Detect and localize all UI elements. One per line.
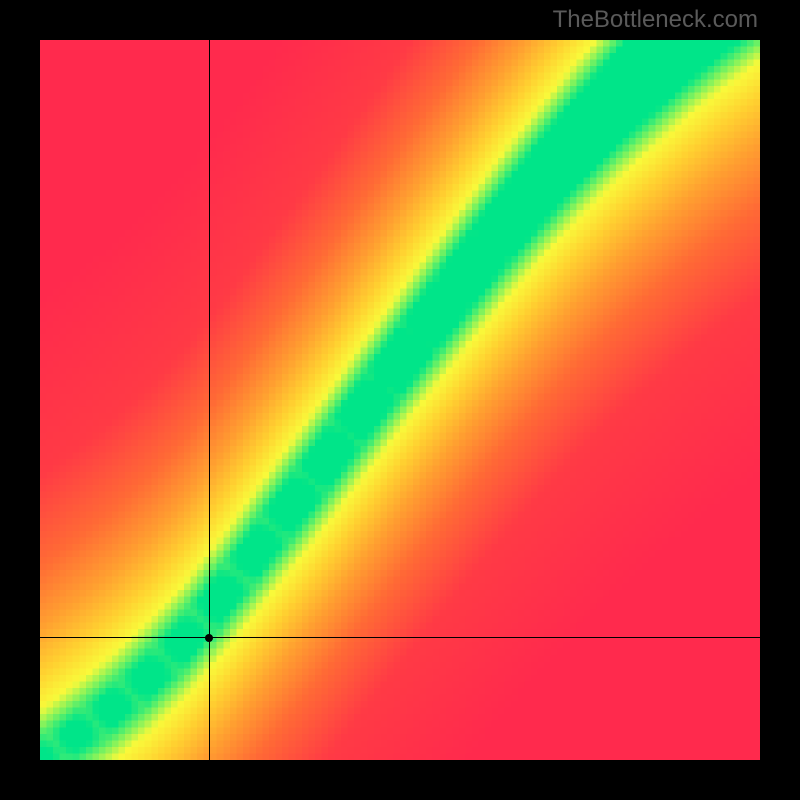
bottleneck-heatmap — [40, 40, 760, 760]
watermark-text: TheBottleneck.com — [553, 6, 758, 34]
crosshair-vertical — [209, 40, 210, 760]
selection-marker — [205, 634, 213, 642]
chart-container: TheBottleneck.com — [0, 0, 800, 800]
crosshair-horizontal — [40, 637, 760, 638]
